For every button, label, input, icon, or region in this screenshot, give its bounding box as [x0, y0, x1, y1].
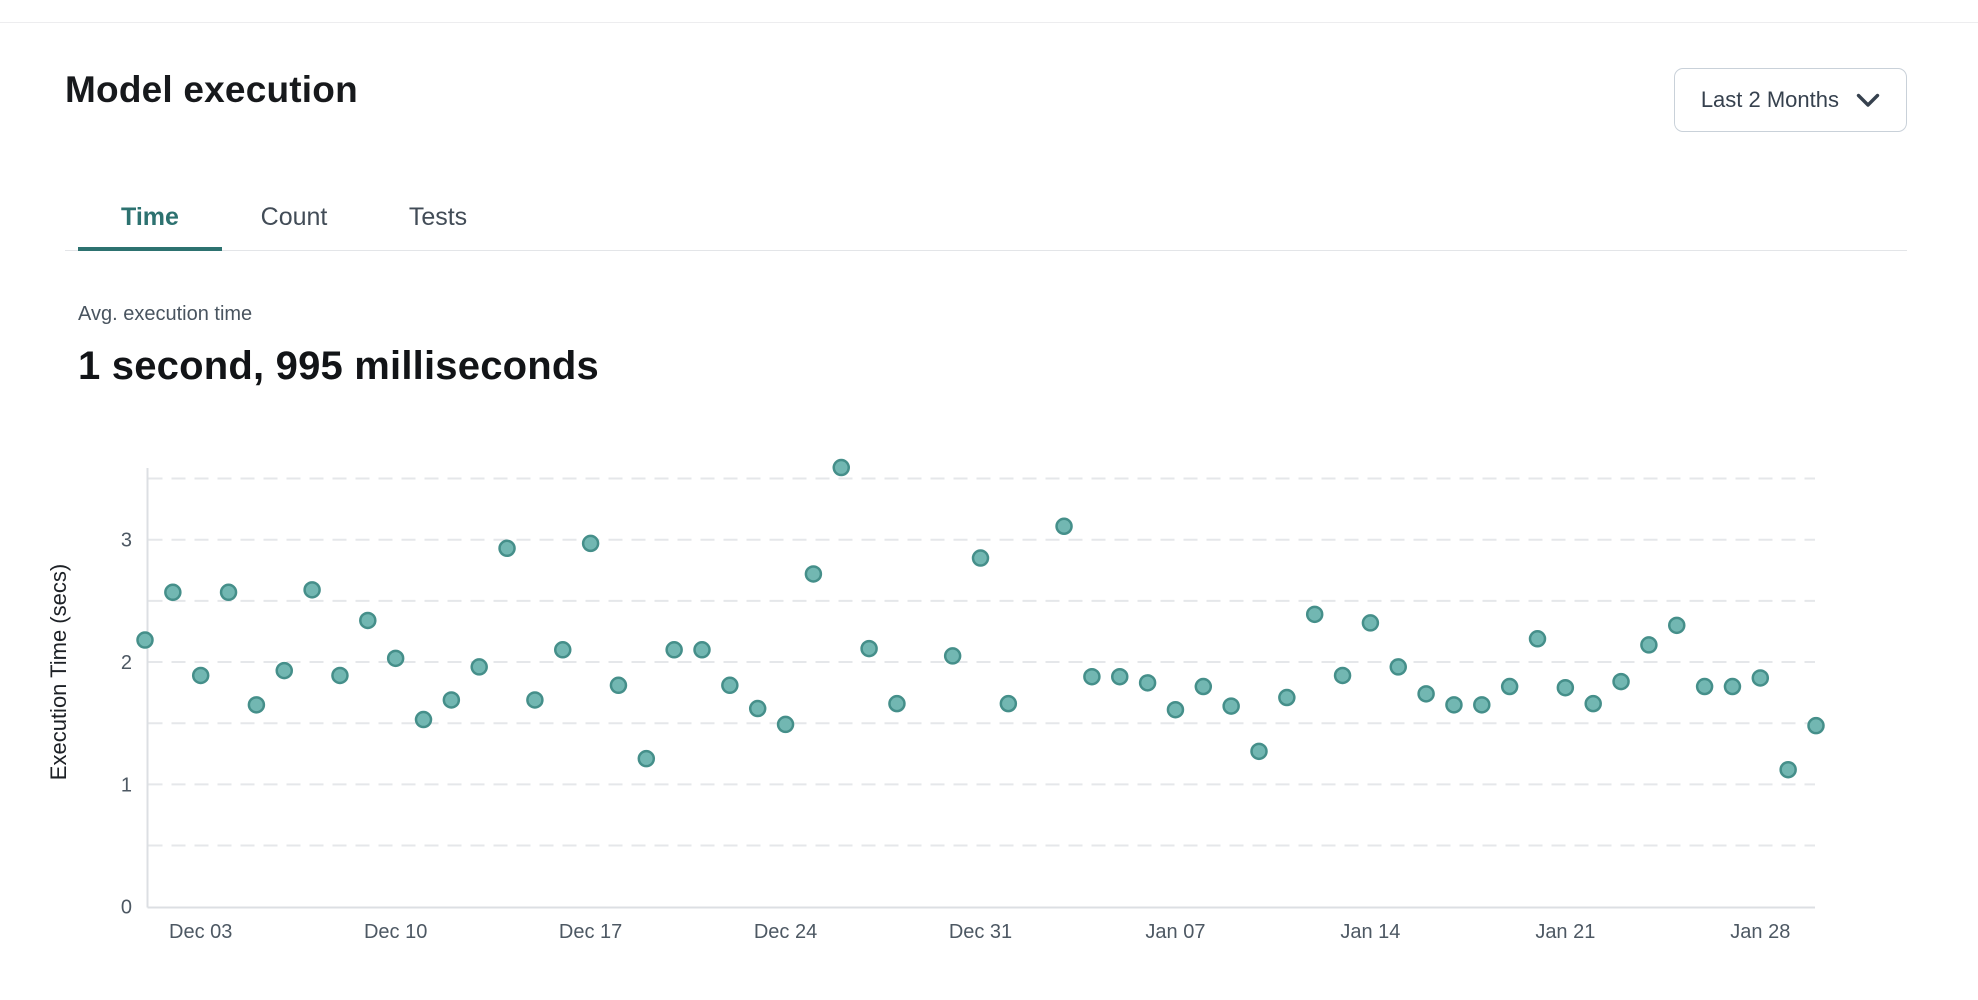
chart-point[interactable]: Dec 23: 1.62 secs [748, 699, 767, 718]
x-tick-label: Jan 28 [1730, 921, 1790, 943]
chart-point[interactable]: Dec 25: 2.72 secs [804, 565, 823, 583]
chart-point[interactable]: Jan 18: 1.65 secs [1473, 696, 1491, 714]
chart-point[interactable]: Jan 21: 1.79 secs [1556, 678, 1575, 697]
chart-point[interactable]: Jan 07: 1.61 secs [1166, 700, 1185, 719]
chevron-down-icon [1856, 93, 1880, 108]
chart-point[interactable]: Dec 31: 2.85 secs [971, 549, 990, 567]
y-tick-label: 1 [121, 774, 132, 796]
top-divider [0, 22, 1978, 23]
chart-point[interactable]: Dec 20: 2.1 secs [665, 641, 683, 659]
chart-point[interactable]: Dec 28: 1.66 secs [888, 694, 906, 713]
chart-point[interactable]: Dec 22: 1.81 secs [721, 676, 739, 695]
chart-point[interactable]: Dec 05: 1.65 secs [247, 696, 266, 714]
chart-point[interactable]: Jan 20: 2.19 secs [1528, 630, 1547, 648]
chart-point[interactable]: Dec 15: 1.69 secs [526, 691, 544, 709]
chart-point[interactable]: Dec 26: 3.59 secs [832, 458, 850, 477]
chart-point[interactable]: Dec 10: 2.03 secs [386, 649, 405, 668]
chart-point[interactable]: Dec 24: 1.49 secs [776, 715, 795, 734]
chart-point[interactable]: Dec 11: 1.53 secs [414, 710, 433, 729]
chart-point[interactable]: Jan 30: 1.48 secs [1807, 716, 1825, 735]
x-tick-label: Dec 24 [754, 921, 817, 943]
chart-point[interactable]: Dec 06: 1.93 secs [275, 661, 293, 680]
chart-point[interactable]: Jan 03: 3.11 secs [1055, 517, 1073, 536]
y-tick-label: 2 [121, 652, 132, 674]
y-tick-label: 0 [121, 897, 132, 919]
chart-point[interactable]: Jan 28: 1.87 secs [1751, 669, 1770, 687]
avg-execution-time-label: Avg. execution time [78, 303, 253, 325]
chart-point[interactable]: Dec 01: 2.18 secs [136, 631, 154, 649]
x-tick-label: Dec 03 [169, 921, 232, 943]
chart-point[interactable]: Dec 12: 1.69 secs [442, 691, 461, 709]
chart-point[interactable]: Dec 16: 2.1 secs [554, 641, 572, 659]
chart-point[interactable]: Jan 06: 1.83 secs [1138, 674, 1157, 692]
chart-point[interactable]: Jan 24: 2.14 secs [1640, 636, 1658, 654]
chart-point[interactable]: Jan 22: 1.66 secs [1584, 694, 1602, 713]
chart-point[interactable]: Dec 27: 2.11 secs [860, 639, 878, 658]
chart-point[interactable]: Dec 08: 1.89 secs [331, 666, 349, 685]
chart-point[interactable]: Jan 05: 1.88 secs [1111, 667, 1129, 686]
date-range-label: Last 2 Months [1700, 87, 1839, 112]
x-tick-label: Jan 14 [1340, 921, 1400, 943]
chart-point[interactable]: Dec 18: 1.81 secs [609, 676, 628, 695]
chart-point[interactable]: Jan 25: 2.3 secs [1668, 616, 1686, 635]
chart-point[interactable]: Jan 13: 1.89 secs [1333, 666, 1352, 685]
y-axis-title: Execution Time (secs) [46, 564, 71, 780]
date-range-selector[interactable]: Last 2 Months [1673, 68, 1907, 132]
tab-bar: Time Count Tests [65, 190, 1907, 251]
chart-point[interactable]: Jan 10: 1.27 secs [1250, 742, 1268, 761]
chart-point[interactable]: Dec 14: 2.93 secs [498, 539, 516, 558]
x-tick-label: Jan 07 [1145, 921, 1205, 943]
chart-point[interactable]: Jan 23: 1.84 secs [1612, 672, 1630, 691]
chart-point[interactable]: Dec 17: 2.97 secs [581, 534, 600, 553]
chart-point[interactable]: Dec 13: 1.96 secs [470, 658, 488, 676]
chart-point[interactable]: Jan 08: 1.8 secs [1194, 677, 1213, 696]
chart-point[interactable]: Jan 11: 1.71 secs [1278, 688, 1296, 707]
avg-execution-time-value: 1 second, 995 milliseconds [78, 344, 599, 388]
page-title: Model execution [65, 69, 358, 110]
chart-point[interactable]: Jan 04: 1.88 secs [1083, 667, 1101, 686]
chart-point[interactable]: Jan 26: 1.8 secs [1695, 677, 1714, 696]
chart-point[interactable]: Dec 03: 1.89 secs [191, 666, 210, 685]
chart-point[interactable]: Jan 19: 1.8 secs [1500, 677, 1519, 696]
chart-point[interactable]: Jan 14: 2.32 secs [1361, 614, 1380, 632]
chart-point[interactable]: Dec 04: 2.57 secs [219, 583, 238, 602]
execution-time-scatter-chart: 0 1 2 3 Dec 03 Dec 10 Dec 17 Dec 24 Dec 31 Jan 07… [46, 458, 1825, 943]
chart-point[interactable]: Jan 12: 2.39 secs [1305, 605, 1324, 624]
tab-tests[interactable]: Tests [408, 202, 468, 231]
chart-point[interactable]: Dec 02: 2.57 secs [164, 583, 182, 602]
tab-count[interactable]: Count [260, 202, 328, 231]
chart-point[interactable]: Jan 17: 1.65 secs [1445, 696, 1463, 714]
chart-point[interactable]: Jan 29: 1.12 secs [1779, 760, 1797, 779]
chart-point[interactable]: Dec 07: 2.59 secs [303, 581, 321, 599]
x-tick-label: Dec 10 [364, 921, 427, 943]
x-tick-label: Dec 31 [949, 921, 1012, 943]
chart-point[interactable]: Dec 09: 2.34 secs [359, 611, 377, 630]
chart-point[interactable]: Jan 09: 1.64 secs [1222, 697, 1240, 715]
chart-point[interactable]: Jan 27: 1.8 secs [1723, 677, 1742, 696]
chart-point[interactable]: Dec 19: 1.21 secs [637, 749, 656, 768]
chart-point[interactable]: Jan 01: 1.66 secs [999, 694, 1018, 713]
chart-point[interactable]: Jan 15: 1.96 secs [1389, 658, 1407, 676]
x-tick-label: Jan 21 [1535, 921, 1595, 943]
tab-time[interactable]: Time [78, 190, 222, 251]
chart-point[interactable]: Dec 21: 2.1 secs [693, 641, 711, 659]
chart-point[interactable]: Dec 30: 2.05 secs [943, 647, 962, 665]
y-tick-label: 3 [121, 530, 132, 552]
chart-point[interactable]: Jan 16: 1.74 secs [1417, 685, 1435, 703]
x-tick-label: Dec 17 [559, 921, 622, 943]
